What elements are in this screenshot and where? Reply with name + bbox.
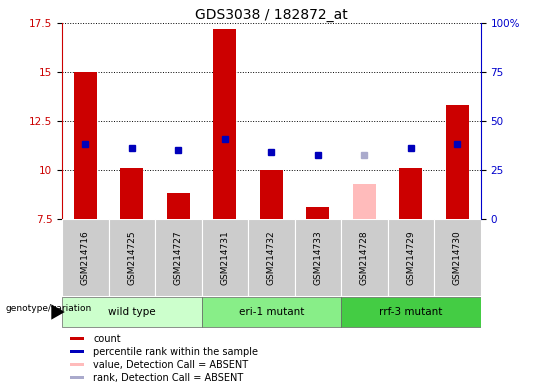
Bar [295, 219, 341, 296]
Bar [248, 219, 295, 296]
Polygon shape [51, 304, 65, 319]
Bar [70, 376, 84, 379]
Bar [353, 184, 376, 219]
Bar [213, 29, 237, 219]
Bar [201, 297, 341, 327]
Text: GSM214731: GSM214731 [220, 230, 230, 285]
Bar [62, 219, 109, 296]
Text: percentile rank within the sample: percentile rank within the sample [93, 347, 259, 357]
Title: GDS3038 / 182872_at: GDS3038 / 182872_at [195, 8, 348, 22]
Text: GSM214733: GSM214733 [313, 230, 322, 285]
Bar [341, 297, 481, 327]
Bar [155, 219, 201, 296]
Bar [260, 170, 283, 219]
Bar [306, 207, 329, 219]
Bar [70, 337, 84, 340]
Text: wild type: wild type [108, 307, 156, 317]
Text: GSM214729: GSM214729 [407, 230, 415, 285]
Text: GSM214732: GSM214732 [267, 230, 276, 285]
Bar [446, 105, 469, 219]
Text: value, Detection Call = ABSENT: value, Detection Call = ABSENT [93, 359, 248, 369]
Text: rrf-3 mutant: rrf-3 mutant [379, 307, 443, 317]
Bar [109, 219, 155, 296]
Text: count: count [93, 334, 121, 344]
Bar [120, 168, 144, 219]
Text: GSM214725: GSM214725 [127, 230, 136, 285]
Bar [399, 168, 422, 219]
Text: GSM214727: GSM214727 [174, 230, 183, 285]
Bar [388, 219, 434, 296]
Bar [201, 219, 248, 296]
Text: eri-1 mutant: eri-1 mutant [239, 307, 304, 317]
Text: rank, Detection Call = ABSENT: rank, Detection Call = ABSENT [93, 372, 244, 382]
Bar [62, 297, 201, 327]
Text: genotype/variation: genotype/variation [5, 304, 92, 313]
Bar [74, 72, 97, 219]
Text: GSM214728: GSM214728 [360, 230, 369, 285]
Bar [70, 350, 84, 353]
Text: GSM214716: GSM214716 [81, 230, 90, 285]
Bar [70, 363, 84, 366]
Bar [341, 219, 388, 296]
Bar [167, 194, 190, 219]
Text: GSM214730: GSM214730 [453, 230, 462, 285]
Bar [434, 219, 481, 296]
